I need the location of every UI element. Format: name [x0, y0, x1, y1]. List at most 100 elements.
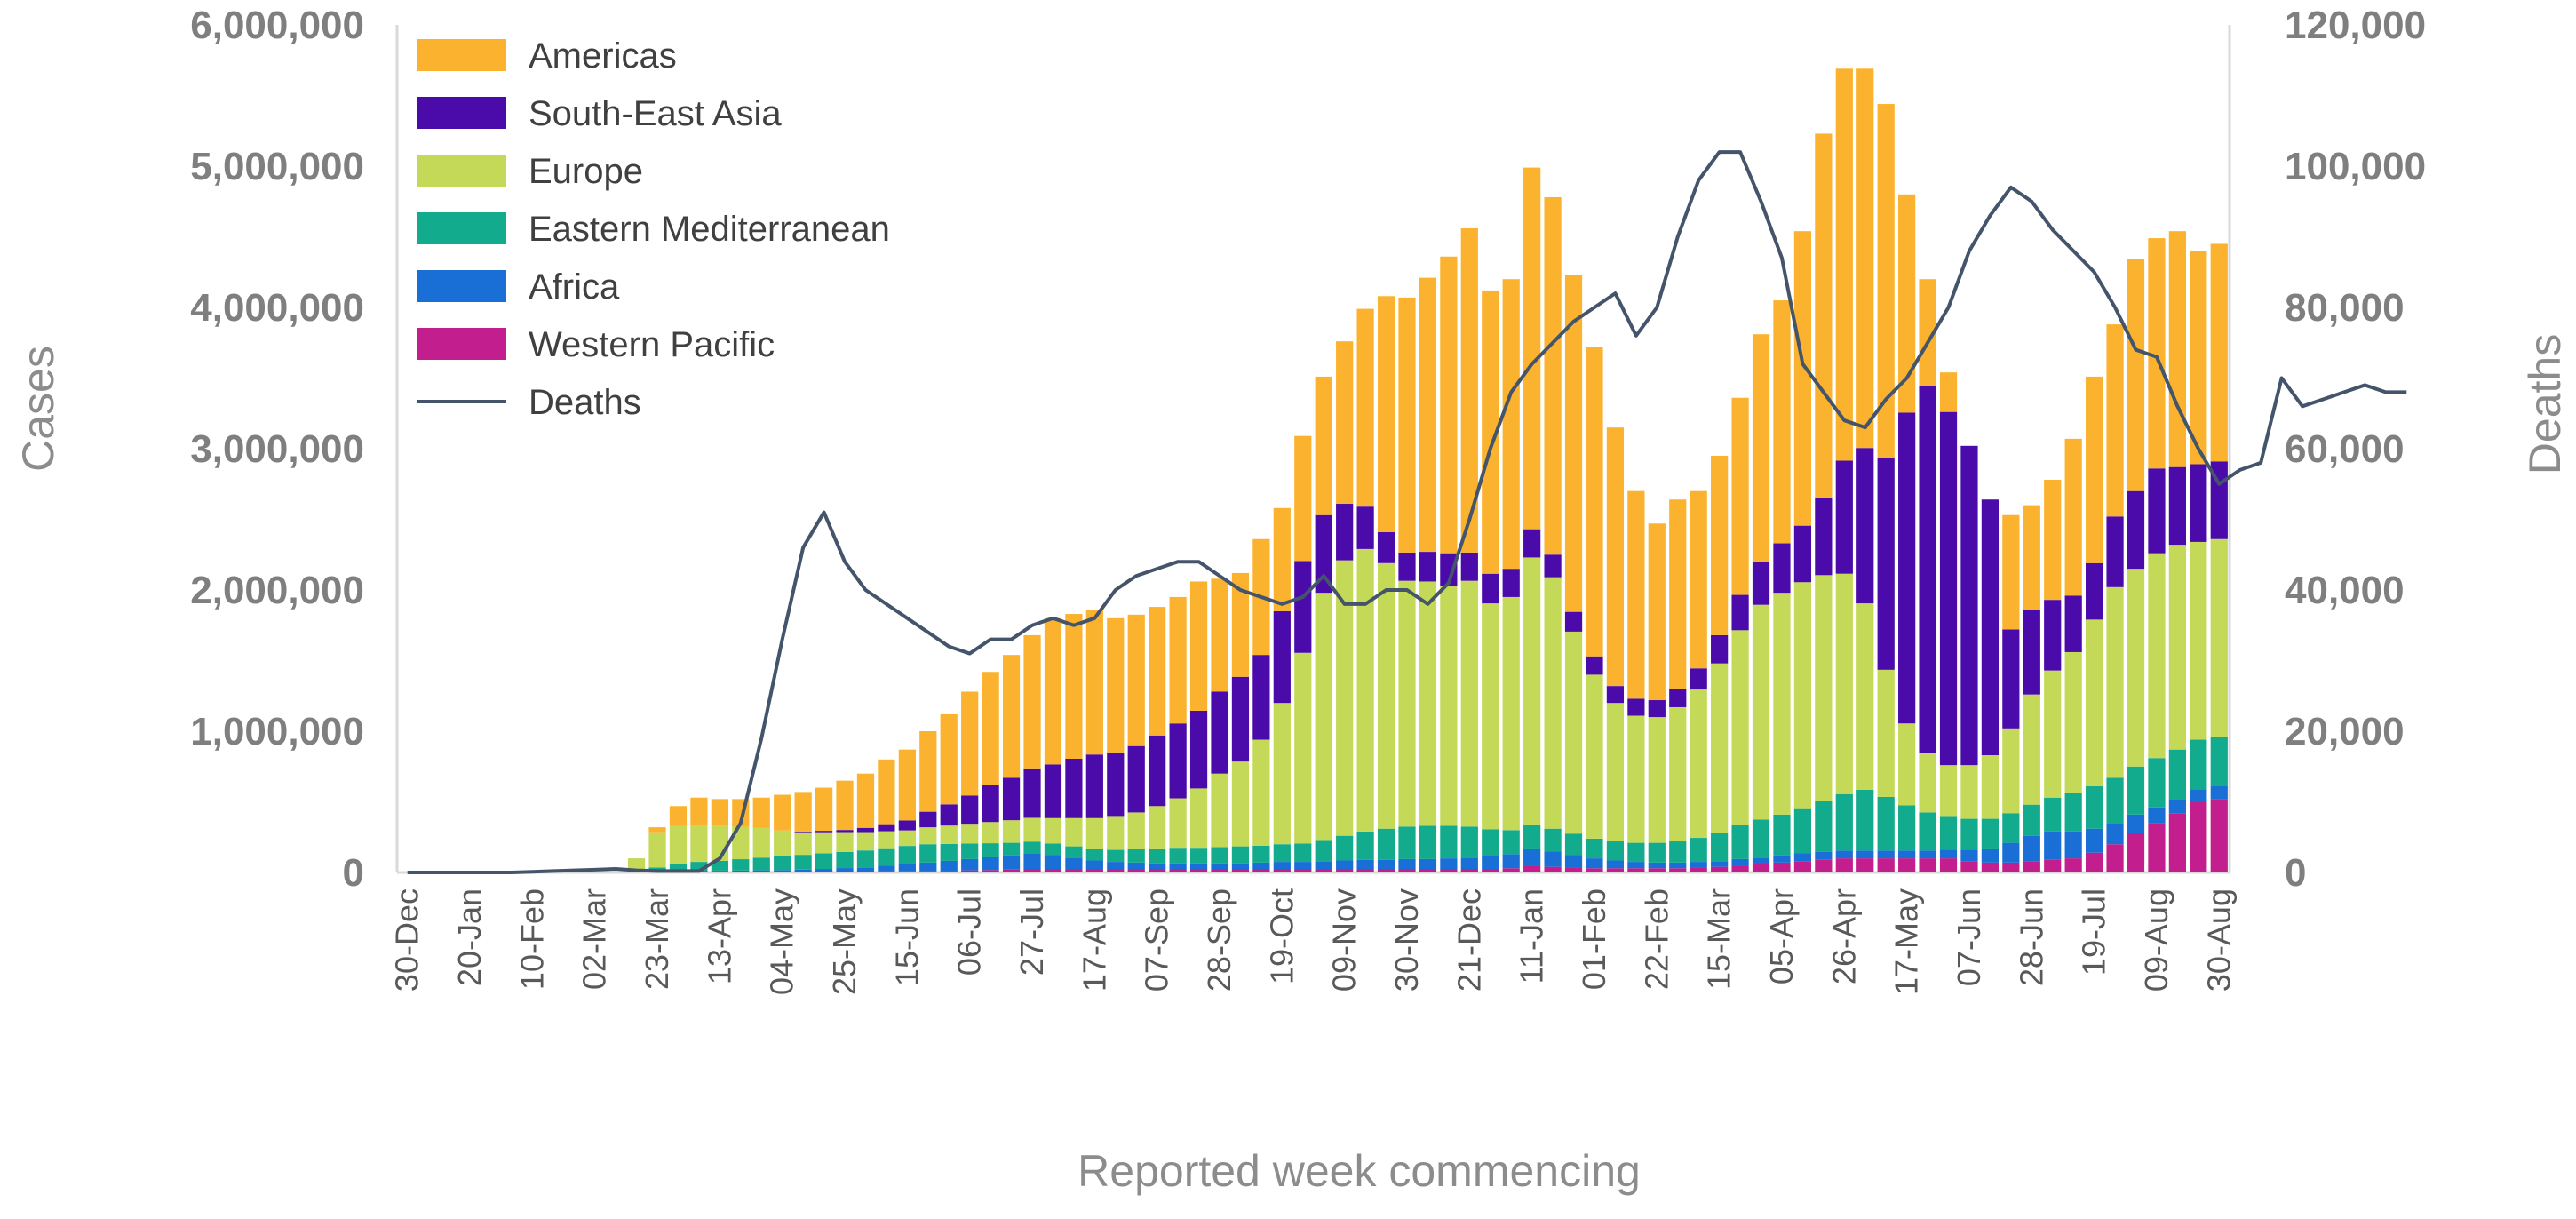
bar-western-pacific-83: [2127, 833, 2145, 872]
bar-europe-71: [1877, 669, 1895, 797]
bar-western-pacific-71: [1877, 858, 1895, 872]
bar-africa-67: [1793, 853, 1812, 862]
bar-europe-30: [1023, 817, 1041, 842]
x-tick-label: 23-Mar: [639, 888, 675, 990]
bar-americas-73: [1919, 279, 1936, 386]
bar-africa-78: [2023, 835, 2040, 862]
bar-africa-81: [2086, 828, 2103, 853]
y-tick-label: 4,000,000: [190, 286, 364, 330]
bar-western-pacific-81: [2086, 852, 2103, 872]
bar-americas-85: [2168, 231, 2186, 467]
bar-western-pacific-82: [2106, 844, 2124, 872]
bar-americas-13: [669, 806, 688, 826]
bar-south-east-asia-20: [815, 831, 833, 833]
bar-americas-57: [1586, 347, 1603, 657]
bar-americas-63: [1711, 455, 1729, 635]
bar-south-east-asia-81: [2086, 562, 2103, 620]
legend-label-americas: Americas: [529, 36, 677, 76]
bars-group: [607, 68, 2228, 872]
bar-africa-82: [2106, 823, 2124, 845]
bar-south-east-asia-40: [1231, 676, 1250, 762]
bar-africa-28: [982, 856, 999, 871]
bar-south-east-asia-58: [1606, 686, 1625, 704]
bar-europe-48: [1398, 580, 1416, 827]
bar-south-east-asia-28: [982, 785, 999, 823]
bar-africa-41: [1252, 862, 1270, 870]
bar-africa-20: [815, 869, 833, 872]
bar-europe-54: [1523, 557, 1541, 825]
bar-africa-59: [1627, 862, 1645, 869]
bar-americas-62: [1690, 490, 1707, 669]
bar-south-east-asia-34: [1107, 752, 1125, 817]
x-tick-label: 02-Mar: [576, 888, 613, 990]
bar-eastern-mediterranean-46: [1356, 831, 1374, 860]
bar-africa-76: [1981, 848, 2000, 863]
bar-europe-83: [2127, 569, 2145, 767]
bar-eastern-mediterranean-56: [1564, 833, 1583, 856]
x-tick-label: 07-Sep: [1139, 888, 1175, 992]
bar-americas-46: [1356, 308, 1374, 507]
bar-south-east-asia-73: [1919, 386, 1936, 753]
bar-europe-16: [732, 826, 750, 860]
y2-tick-label: 120,000: [2285, 4, 2426, 47]
bar-eastern-mediterranean-29: [1002, 842, 1021, 856]
y2-tick-label: 80,000: [2285, 286, 2405, 330]
bar-south-east-asia-60: [1648, 700, 1666, 718]
bar-south-east-asia-72: [1898, 412, 1916, 724]
bar-western-pacific-60: [1648, 868, 1666, 872]
bar-south-east-asia-49: [1419, 552, 1437, 582]
bar-americas-65: [1752, 334, 1770, 562]
x-tick-label: 09-Nov: [1326, 888, 1363, 992]
x-tick-label: 26-Apr: [1825, 888, 1862, 984]
bar-south-east-asia-53: [1502, 569, 1520, 597]
bar-americas-86: [2190, 251, 2207, 465]
bar-western-pacific-50: [1440, 869, 1458, 872]
bar-eastern-mediterranean-45: [1336, 835, 1354, 861]
y-tick-label: 1,000,000: [190, 710, 364, 753]
bar-americas-38: [1189, 581, 1208, 711]
bar-africa-18: [774, 870, 791, 872]
bar-south-east-asia-36: [1149, 735, 1166, 807]
bar-americas-68: [1815, 133, 1833, 498]
bar-western-pacific-31: [1044, 869, 1062, 872]
bar-eastern-mediterranean-30: [1023, 841, 1041, 855]
bar-americas-25: [919, 731, 937, 812]
bar-eastern-mediterranean-82: [2106, 777, 2124, 824]
bar-africa-86: [2190, 789, 2207, 802]
bar-south-east-asia-52: [1482, 573, 1499, 604]
bar-eastern-mediterranean-18: [774, 856, 791, 871]
bar-western-pacific-37: [1169, 869, 1187, 872]
bar-eastern-mediterranean-83: [2127, 766, 2145, 815]
bar-africa-58: [1606, 860, 1625, 869]
bar-eastern-mediterranean-26: [940, 843, 958, 861]
bar-africa-74: [1939, 849, 1958, 859]
bar-south-east-asia-38: [1189, 710, 1208, 789]
y-tick-label: 3,000,000: [190, 427, 364, 471]
bar-europe-50: [1440, 586, 1458, 826]
x-tick-label: 01-Feb: [1576, 888, 1612, 990]
bar-western-pacific-52: [1482, 869, 1499, 872]
bar-africa-38: [1189, 863, 1208, 870]
bar-south-east-asia-21: [836, 830, 854, 833]
bar-south-east-asia-55: [1544, 554, 1562, 578]
y-ticks-left: 0 1,000,000 2,000,000 3,000,000 4,000,000 5,0…: [190, 4, 364, 895]
deaths-line-group: [407, 150, 2407, 874]
bar-europe-53: [1502, 596, 1520, 831]
bar-western-pacific-63: [1711, 866, 1729, 872]
bar-europe-66: [1773, 593, 1791, 815]
bar-south-east-asia-51: [1460, 552, 1478, 581]
bar-eastern-mediterranean-52: [1482, 829, 1499, 856]
bar-eastern-mediterranean-48: [1398, 826, 1416, 859]
bar-western-pacific-27: [961, 870, 979, 872]
bar-americas-66: [1773, 300, 1791, 544]
bar-eastern-mediterranean-64: [1731, 825, 1749, 859]
bar-africa-64: [1731, 858, 1749, 866]
bar-americas-78: [2023, 505, 2040, 610]
bar-eastern-mediterranean-20: [815, 853, 833, 870]
bar-europe-58: [1606, 703, 1625, 842]
bar-europe-31: [1044, 817, 1062, 844]
bar-africa-40: [1231, 863, 1250, 870]
bar-africa-56: [1564, 855, 1583, 868]
bar-africa-26: [940, 860, 958, 872]
bar-africa-36: [1149, 863, 1166, 870]
